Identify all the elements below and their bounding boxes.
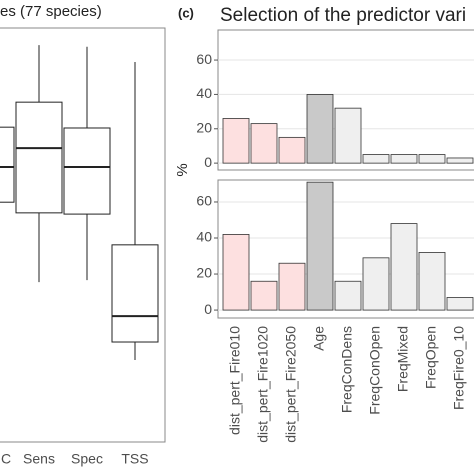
x-tick-label: FreqMixed: [395, 326, 411, 392]
box: [111, 244, 159, 343]
y-tick-label: 0: [204, 154, 212, 170]
bar: [418, 154, 446, 164]
bar: [334, 280, 362, 311]
y-tick-label: 20: [196, 119, 212, 135]
bar: [278, 262, 306, 311]
x-tick-label: FreqFire0_10: [451, 326, 467, 410]
y-tick-label: 40: [196, 85, 212, 101]
bar: [390, 223, 418, 311]
bar: [446, 297, 474, 311]
y-axis-label: %: [174, 163, 191, 176]
x-tick-label: Sens: [23, 451, 55, 467]
bar: [362, 257, 390, 311]
bar: [278, 136, 306, 164]
bar: [306, 181, 334, 311]
box: [15, 101, 63, 214]
left-title: es (77 species): [0, 3, 102, 20]
x-tick-label: Age: [311, 326, 327, 351]
bar: [418, 252, 446, 311]
bar: [250, 280, 278, 311]
bar: [362, 154, 390, 164]
x-tick-label: TSS: [121, 451, 148, 467]
panel-label: (c): [178, 5, 194, 20]
x-tick-label: dist_pert_Fire010: [227, 326, 243, 435]
y-tick-label: 0: [204, 301, 212, 317]
y-tick-label: 40: [196, 229, 212, 245]
right-title: Selection of the predictor vari: [220, 5, 466, 26]
bar: [222, 118, 250, 164]
x-tick-label: FreqOpen: [423, 326, 439, 389]
y-tick-label: 20: [196, 265, 212, 281]
bar: [306, 94, 334, 164]
box: [0, 126, 15, 203]
x-tick-label: Spec: [71, 451, 103, 467]
x-tick-label: dist_pert_Fire1020: [255, 326, 271, 443]
y-tick-label: 60: [196, 193, 212, 209]
box: [63, 127, 111, 215]
panel-border: [0, 27, 166, 443]
bar: [390, 154, 418, 164]
bar: [334, 107, 362, 164]
x-tick-label: FreqConOpen: [367, 326, 383, 415]
bar: [250, 123, 278, 164]
x-tick-label: dist_pert_Fire2050: [283, 326, 299, 443]
bar: [446, 157, 474, 164]
x-tick-label: FreqConDens: [339, 326, 355, 413]
x-tick-label: C: [1, 451, 11, 467]
y-tick-label: 60: [196, 51, 212, 67]
bar: [222, 234, 250, 311]
